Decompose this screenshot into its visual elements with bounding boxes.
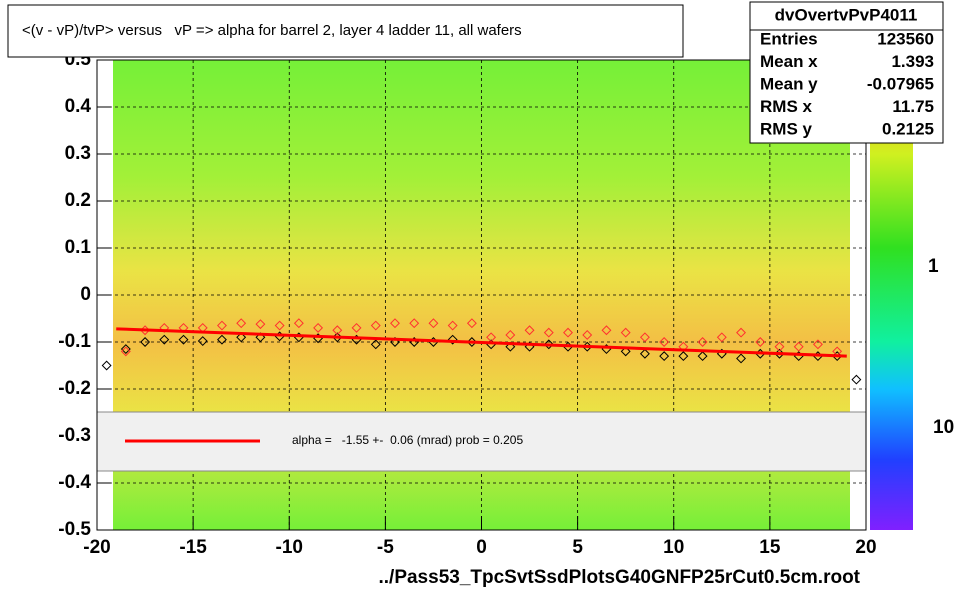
point: [851, 374, 862, 385]
point: [697, 337, 708, 347]
y-tick-label: -0.2: [58, 378, 91, 399]
stats-label: Mean y: [760, 74, 818, 93]
colorbar-label: 10: [933, 417, 954, 438]
x-tick-label: -10: [276, 537, 303, 558]
point: [428, 318, 439, 329]
point: [370, 339, 381, 350]
stats-label: RMS y: [760, 119, 813, 138]
stats-value: 11.75: [892, 97, 934, 116]
stats-title: dvOvertvPvP4011: [775, 5, 918, 24]
stats-box: [749, 1, 944, 144]
title-box: [7, 4, 684, 58]
x-tick-label: -15: [179, 537, 207, 558]
point: [140, 325, 151, 336]
stats-label: RMS x: [760, 97, 813, 116]
x-tick-label: 15: [759, 537, 781, 558]
point: [332, 332, 343, 343]
point: [582, 341, 593, 352]
chart-title: <(v - vP)/tvP> versus vP => alpha for ba…: [22, 22, 522, 39]
point: [217, 334, 227, 345]
point: [659, 337, 670, 347]
point: [736, 353, 746, 364]
colorbar-label: 1: [928, 256, 939, 277]
point: [697, 351, 708, 362]
point: [486, 332, 497, 343]
point: [370, 320, 381, 331]
point: [505, 330, 516, 340]
point: [351, 322, 362, 333]
point: [197, 322, 208, 333]
point: [466, 318, 477, 329]
y-tick-label: -0.1: [58, 331, 91, 352]
point: [409, 318, 420, 329]
point: [101, 360, 112, 371]
y-tick-label: -0.5: [58, 519, 91, 540]
x-tick-label: 5: [572, 537, 583, 558]
y-tick-label: -0.3: [58, 425, 91, 446]
point: [755, 337, 766, 347]
point: [736, 327, 746, 338]
point: [563, 327, 573, 338]
y-tick-label: 0.2: [65, 190, 91, 211]
point: [120, 344, 131, 354]
point: [390, 318, 400, 329]
point: [332, 325, 343, 336]
point: [659, 351, 670, 362]
point: [582, 330, 593, 340]
point: [832, 346, 843, 357]
stats-value: 0.2125: [882, 119, 934, 138]
plot-frame: [96, 59, 867, 531]
point: [716, 332, 727, 343]
x-axis-label: ../Pass53_TpcSvtSsdPlotsG40GNFP25rCut0.5…: [378, 567, 860, 588]
point: [140, 337, 151, 347]
stats-value: 1.393: [891, 52, 934, 71]
point: [236, 318, 247, 329]
legend-label: alpha = -1.55 +- 0.06 (mrad) prob = 0.20…: [292, 433, 523, 447]
point: [217, 320, 227, 331]
point: [678, 351, 689, 362]
point: [524, 325, 535, 336]
point: [236, 332, 247, 343]
x-tick-label: -5: [377, 537, 394, 558]
point: [313, 322, 324, 333]
point: [793, 341, 804, 352]
point: [293, 318, 304, 329]
x-tick-label: 0: [476, 537, 487, 558]
point: [178, 334, 189, 345]
point: [159, 334, 170, 345]
stats-value: 123560: [877, 29, 934, 48]
point: [774, 348, 785, 359]
point: [197, 336, 208, 347]
point: [466, 337, 477, 347]
y-tick-label: 0.1: [65, 237, 92, 258]
point: [774, 341, 785, 352]
point: [120, 346, 131, 357]
point: [274, 320, 285, 331]
stats-label: Entries: [760, 29, 818, 48]
point: [812, 339, 823, 350]
point: [543, 327, 554, 338]
point: [601, 325, 612, 336]
stats-value: -0.07965: [867, 74, 934, 93]
fit-line: [116, 327, 847, 358]
stats-label: Mean x: [760, 52, 818, 71]
y-tick-label: 0.4: [65, 96, 92, 117]
point: [255, 319, 266, 330]
y-tick-label: 0: [80, 284, 91, 305]
x-tick-label: 20: [855, 537, 876, 558]
point: [639, 332, 650, 343]
point: [639, 348, 650, 359]
x-tick-label: 10: [663, 537, 684, 558]
point: [620, 327, 631, 338]
x-tick-label: -20: [83, 537, 110, 558]
point: [447, 320, 458, 331]
y-tick-label: 0.3: [65, 143, 91, 164]
y-tick-label: -0.4: [58, 472, 91, 493]
